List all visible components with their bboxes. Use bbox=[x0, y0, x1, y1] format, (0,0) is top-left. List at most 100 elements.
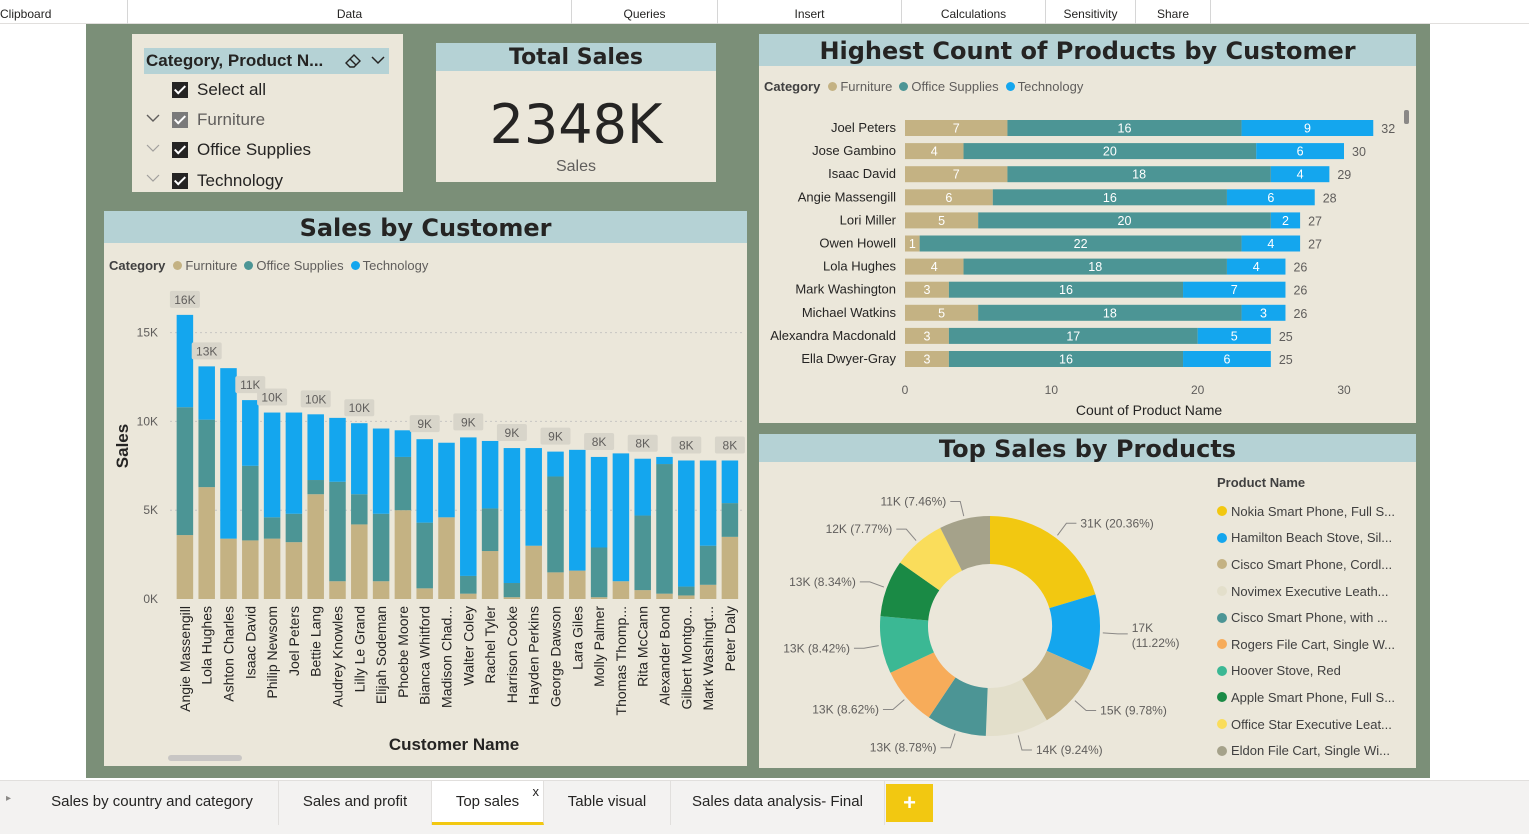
bar-segment-technology[interactable] bbox=[612, 453, 630, 582]
donut-slice-rogers-file-cart-single-w[interactable] bbox=[890, 652, 956, 718]
bar-segment-furniture[interactable] bbox=[905, 235, 920, 252]
bar-segment-office-supplies[interactable] bbox=[263, 517, 281, 539]
bar-segment-furniture[interactable] bbox=[503, 597, 521, 599]
bar-segment-technology[interactable] bbox=[176, 314, 194, 408]
bar-segment-technology[interactable] bbox=[351, 423, 368, 495]
bar-segment-furniture[interactable] bbox=[329, 581, 346, 599]
bar-segment-technology[interactable] bbox=[1197, 327, 1271, 344]
bar-row-alexandra-macdonald[interactable]: Alexandra Macdonald 3 17 5 25 bbox=[770, 327, 1293, 344]
bar-segment-office-supplies[interactable] bbox=[198, 419, 215, 488]
legend-item-office-supplies[interactable]: Office Supplies bbox=[897, 79, 999, 94]
bar-segment-furniture[interactable] bbox=[569, 570, 586, 599]
vertical-scrollbar[interactable] bbox=[1404, 110, 1409, 124]
column-phoebe-moore[interactable]: Phoebe Moore bbox=[394, 430, 412, 698]
bar-segment-technology[interactable] bbox=[525, 448, 542, 546]
bar-segment-furniture[interactable] bbox=[905, 258, 964, 275]
bar-segment-office-supplies[interactable] bbox=[351, 494, 368, 525]
legend-item-nokia-smart-phone-full-s[interactable]: Nokia Smart Phone, Full S... bbox=[1217, 498, 1413, 525]
bar-segment-furniture[interactable] bbox=[905, 120, 1008, 136]
bar-segment-office-supplies[interactable] bbox=[963, 258, 1227, 275]
bar-segment-furniture[interactable] bbox=[220, 538, 237, 599]
column-philip-newsom[interactable]: 10K Philip Newsom bbox=[257, 388, 288, 699]
bar-segment-technology[interactable] bbox=[699, 460, 717, 546]
bar-segment-technology[interactable] bbox=[678, 460, 695, 587]
slicer-item-technology[interactable]: Technology bbox=[172, 171, 283, 191]
tab-sales-and-profit[interactable]: Sales and profit bbox=[279, 781, 432, 825]
bar-segment-technology[interactable] bbox=[438, 442, 455, 518]
column-angie-massengill[interactable]: 16K Angie Massengill bbox=[169, 290, 200, 712]
column-elijah-sodeman[interactable]: Elijah Sodeman bbox=[372, 428, 390, 705]
legend-item-furniture[interactable]: Furniture bbox=[171, 258, 237, 273]
bar-segment-technology[interactable] bbox=[1226, 189, 1315, 206]
bar-segment-office-supplies[interactable] bbox=[590, 547, 608, 598]
column-peter-daly[interactable]: 8K Peter Daly bbox=[714, 436, 745, 671]
bar-row-mark-washington[interactable]: Mark Washington 3 16 7 26 bbox=[795, 281, 1307, 298]
bar-segment-furniture[interactable] bbox=[905, 304, 979, 321]
chevron-down-icon[interactable] bbox=[369, 52, 387, 68]
bar-segment-office-supplies[interactable] bbox=[656, 464, 673, 594]
bar-segment-technology[interactable] bbox=[220, 368, 237, 539]
bar-segment-office-supplies[interactable] bbox=[1007, 120, 1242, 136]
ribbon-group-insert[interactable]: Insert bbox=[718, 0, 902, 24]
bar-segment-technology[interactable] bbox=[634, 458, 651, 516]
bar-segment-office-supplies[interactable] bbox=[307, 480, 324, 495]
bar-segment-office-supplies[interactable] bbox=[503, 583, 521, 598]
column-lara-giles[interactable]: Lara Giles bbox=[569, 449, 586, 670]
bar-segment-furniture[interactable] bbox=[242, 540, 259, 599]
bar-segment-technology[interactable] bbox=[656, 456, 673, 465]
donut-slice-eldon-file-cart-single-wi[interactable] bbox=[940, 516, 990, 571]
donut-slice-apple-smart-phone-full-s[interactable] bbox=[880, 562, 940, 621]
horizontal-scrollbar[interactable] bbox=[168, 755, 242, 761]
bar-chart-plot[interactable]: Count of Product Name 0 10 20 30 Joel Peter… bbox=[759, 34, 1416, 423]
bar-segment-technology[interactable] bbox=[242, 400, 259, 466]
column-ashton-charles[interactable]: Ashton Charles bbox=[220, 368, 237, 702]
column-bettie-lang[interactable]: 10K Bettie Lang bbox=[300, 390, 331, 677]
tab-top-sales[interactable]: Top sales x bbox=[432, 781, 544, 825]
legend-item-furniture[interactable]: Furniture bbox=[826, 79, 892, 94]
bar-segment-technology[interactable] bbox=[1256, 143, 1344, 160]
bar-segment-furniture[interactable] bbox=[438, 517, 455, 599]
bar-row-isaac-david[interactable]: Isaac David 7 18 4 29 bbox=[828, 166, 1351, 183]
bar-segment-technology[interactable] bbox=[1226, 258, 1286, 275]
add-page-button[interactable]: + bbox=[886, 784, 933, 822]
ribbon-group-calculations[interactable]: Calculations bbox=[902, 0, 1046, 24]
bar-segment-furniture[interactable] bbox=[285, 542, 303, 599]
checkbox-checked-icon[interactable] bbox=[172, 82, 188, 98]
bar-segment-office-supplies[interactable] bbox=[285, 513, 303, 543]
bar-segment-technology[interactable] bbox=[1183, 351, 1271, 367]
column-madison-chad[interactable]: Madison Chad... bbox=[438, 442, 455, 708]
bar-row-owen-howell[interactable]: Owen Howell 1 22 4 27 bbox=[819, 235, 1322, 252]
bar-segment-technology[interactable] bbox=[285, 412, 303, 514]
bar-row-jose-gambino[interactable]: Jose Gambino 4 20 6 30 bbox=[812, 143, 1366, 160]
bar-segment-furniture[interactable] bbox=[198, 487, 215, 599]
column-mark-washingt[interactable]: Mark Washingt... bbox=[699, 460, 717, 711]
bar-segment-office-supplies[interactable] bbox=[416, 522, 433, 589]
bar-segment-office-supplies[interactable] bbox=[992, 189, 1227, 206]
bar-segment-technology[interactable] bbox=[1183, 281, 1286, 298]
bar-segment-technology[interactable] bbox=[198, 366, 215, 420]
bar-segment-furniture[interactable] bbox=[372, 581, 390, 599]
ribbon-group-queries[interactable]: Queries bbox=[572, 0, 718, 24]
ribbon-group-sensitivity[interactable]: Sensitivity bbox=[1046, 0, 1136, 24]
bar-segment-technology[interactable] bbox=[721, 460, 739, 504]
category-slicer[interactable]: Category, Product N... Select all Furnit… bbox=[132, 34, 403, 192]
bar-segment-technology[interactable] bbox=[1241, 120, 1374, 136]
bar-segment-office-supplies[interactable] bbox=[978, 304, 1242, 321]
bar-row-lori-miller[interactable]: Lori Miller 5 20 2 27 bbox=[840, 212, 1322, 229]
legend-item-office-star-executive-leat[interactable]: Office Star Executive Leat... bbox=[1217, 711, 1413, 738]
legend-item-technology[interactable]: Technology bbox=[349, 258, 428, 273]
column-rachel-tyler[interactable]: Rachel Tyler bbox=[481, 440, 499, 684]
bar-segment-office-supplies[interactable] bbox=[919, 235, 1242, 252]
legend-item-hoover-stove-red[interactable]: Hoover Stove, Red bbox=[1217, 658, 1413, 685]
bar-segment-office-supplies[interactable] bbox=[948, 327, 1198, 344]
expand-chevron-icon[interactable] bbox=[146, 112, 160, 126]
column-gilbert-montgo[interactable]: 8K Gilbert Montgo... bbox=[671, 436, 702, 710]
bar-segment-furniture[interactable] bbox=[481, 551, 499, 599]
bar-segment-furniture[interactable] bbox=[590, 597, 608, 599]
bar-segment-technology[interactable] bbox=[263, 412, 281, 518]
donut-plot[interactable]: 31K (20.36%) 17K(11.22%) 15K (9.78%) 14K (9… bbox=[759, 434, 1416, 768]
donut-slice-cisco-smart-phone-with[interactable] bbox=[928, 677, 988, 736]
legend-item-hamilton-beach-stove-sil[interactable]: Hamilton Beach Stove, Sil... bbox=[1217, 525, 1413, 552]
bar-row-lola-hughes[interactable]: Lola Hughes 4 18 4 26 bbox=[823, 258, 1307, 275]
legend-item-apple-smart-phone-full-s[interactable]: Apple Smart Phone, Full S... bbox=[1217, 684, 1413, 711]
